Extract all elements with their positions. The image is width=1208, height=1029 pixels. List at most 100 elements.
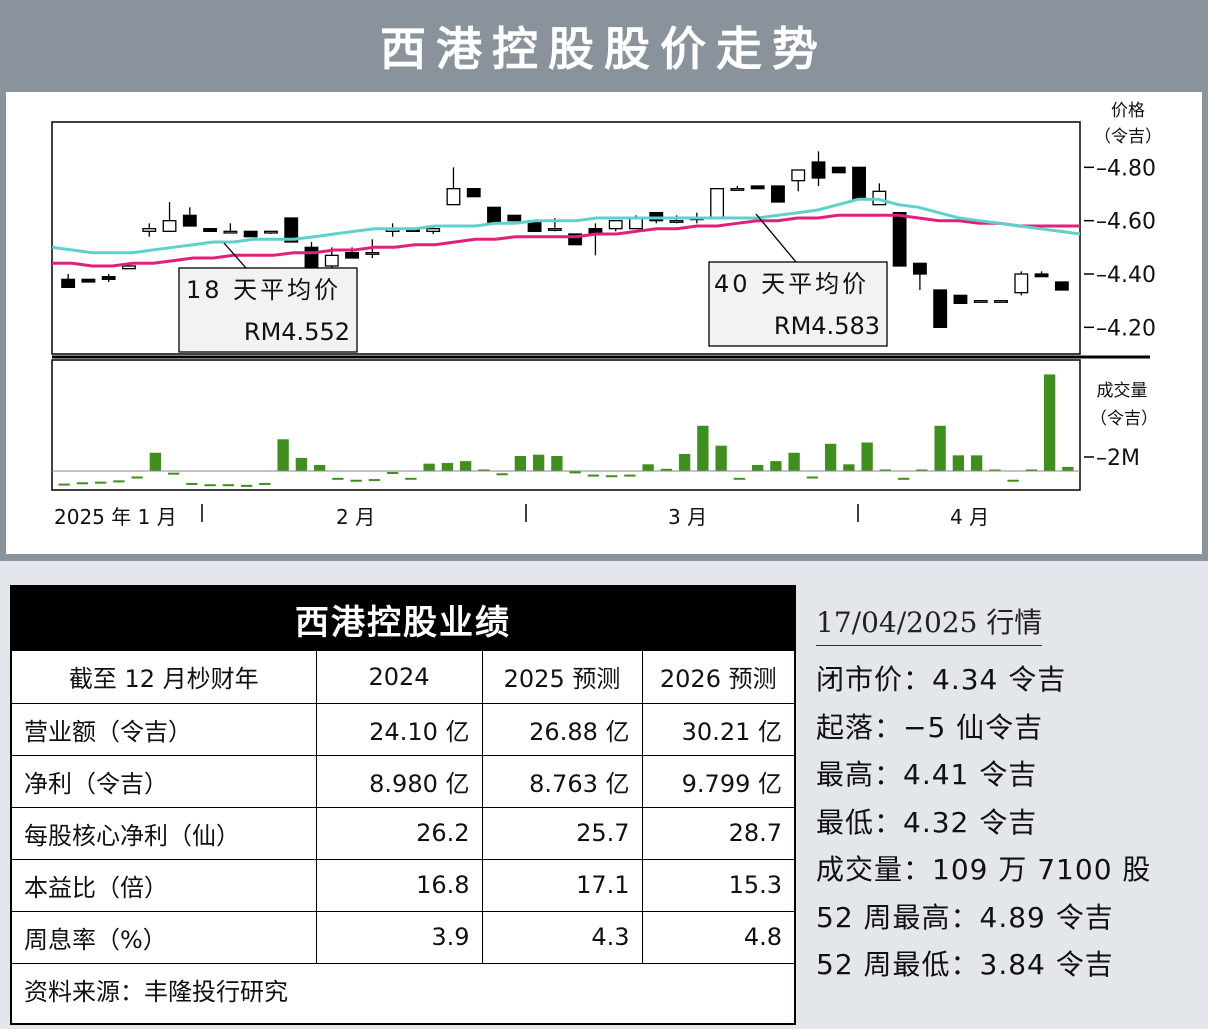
quote-52w-high: 52 周最高：4.89 令吉 — [816, 900, 1114, 934]
volume-bar — [770, 461, 782, 471]
volume-bar — [934, 425, 946, 471]
table-cell: 30.21 亿 — [641, 702, 794, 756]
quote-date: 17/04/2025 行情 — [816, 601, 1043, 646]
candle — [324, 254, 339, 267]
table-cell: 26.88 亿 — [481, 702, 643, 756]
column-header: 2025 预测 — [481, 651, 643, 704]
candle — [487, 206, 501, 224]
candle — [852, 166, 866, 200]
candle — [669, 220, 684, 223]
row-label: 每股核心净利（仙） — [12, 806, 317, 860]
volume-bar — [733, 477, 746, 480]
volume-bar — [678, 454, 691, 471]
page-title: 西港控股股价走势 — [380, 22, 828, 76]
table-cell: 8.763 亿 — [481, 754, 643, 808]
volume-bar — [897, 477, 910, 480]
volume-bar — [587, 474, 600, 477]
volume-bar — [350, 479, 362, 482]
title-bar: 西港控股股价走势 — [0, 0, 1208, 92]
table-title: 西港控股业绩 — [12, 587, 794, 651]
candle — [122, 265, 136, 270]
source-note: 资料来源：丰隆投行研究 — [12, 962, 794, 1015]
candle — [284, 217, 299, 243]
table-row: 每股核心净利（仙） 26.2 25.7 28.7 — [12, 806, 794, 860]
candle — [547, 228, 562, 231]
volume-bar — [167, 472, 180, 475]
table-cell: 17.1 — [481, 858, 643, 912]
candle — [629, 217, 643, 230]
volume-axis-unit: （令吉） — [1090, 409, 1158, 429]
volume-bar — [970, 455, 983, 471]
volume-bar — [222, 484, 235, 487]
volume-bar — [916, 469, 928, 471]
table-header-row: 截至 12 月杪财年 2024 2025 预测 2026 预测 — [12, 651, 794, 704]
volume-bar — [824, 443, 837, 471]
volume-bar — [295, 457, 308, 471]
candle — [791, 169, 806, 182]
volume-bar — [459, 461, 472, 471]
candle — [142, 228, 157, 232]
price-axis-label: 价格 — [1111, 101, 1145, 121]
volume-bar — [551, 455, 563, 471]
volume-bar — [843, 464, 855, 471]
volume-bar — [277, 439, 289, 471]
candle — [345, 252, 359, 259]
volume-bar — [751, 464, 764, 471]
table-cell: 25.7 — [481, 806, 643, 860]
candle — [973, 300, 988, 303]
candle — [912, 262, 927, 275]
volume-bar — [624, 474, 636, 477]
volume-bar — [204, 484, 216, 487]
ma40-line — [52, 213, 1080, 268]
ma18-callout-box — [178, 267, 358, 353]
candle — [61, 278, 76, 288]
month-label: 2025 年 1 月 — [54, 505, 177, 529]
candle — [466, 188, 481, 198]
volume-tick-label: –2M — [1096, 446, 1140, 471]
volume-bar — [478, 469, 490, 471]
candle — [426, 228, 441, 232]
candle — [710, 188, 725, 219]
volume-bar — [441, 463, 454, 471]
volume-bar — [989, 469, 1001, 471]
volume-bar — [660, 468, 673, 471]
price-axis-unit: （令吉） — [1094, 127, 1162, 147]
quote-high: 最高：4.41 令吉 — [816, 758, 1038, 791]
candle — [750, 185, 765, 190]
candle — [365, 252, 380, 255]
table-row: 周息率（%） 3.9 4.3 4.8 — [12, 910, 794, 964]
table-cell: 24.10 亿 — [315, 702, 483, 756]
table-cell: 4.8 — [641, 910, 794, 964]
bottom-panel: 西港控股业绩 截至 12 月杪财年 2024 2025 预测 2026 预测 营… — [0, 561, 1208, 1029]
column-header: 2026 预测 — [641, 651, 794, 704]
volume-bar — [386, 472, 399, 475]
volume-bar — [952, 455, 965, 471]
row-label: 营业额（令吉） — [12, 702, 317, 756]
price-tick-label: –4.60 — [1096, 210, 1156, 235]
price-tick-label: –4.20 — [1096, 316, 1156, 341]
volume-bar — [715, 445, 727, 471]
table-row: 本益比（倍） 16.8 17.1 15.3 — [12, 858, 794, 912]
ma18-callout-label: 18 天平均价 — [186, 276, 341, 304]
volume-bar — [186, 482, 198, 485]
quote-change: 起落：−5 仙令吉 — [816, 710, 1044, 744]
volume-bar — [313, 464, 326, 471]
candle — [953, 294, 968, 304]
candle — [831, 166, 846, 174]
table-cell: 3.9 — [315, 910, 483, 964]
candle — [811, 161, 826, 179]
row-label: 周息率（%） — [12, 910, 317, 964]
volume-bar — [131, 476, 143, 479]
volume-bar — [240, 484, 253, 487]
table-cell: 16.8 — [315, 858, 483, 912]
candle — [892, 212, 907, 267]
candle — [162, 220, 177, 232]
volume-bar — [149, 452, 162, 471]
stock-chart: 价格 （令吉） –4.80 –4.60 –4.40 –4.20 成交量 （令吉） –2M 2025… — [51, 101, 1162, 529]
volume-bar — [569, 471, 581, 474]
ma40-callout-label: 40 天平均价 — [714, 270, 869, 298]
table-cell: 15.3 — [641, 858, 794, 912]
row-label: 净利（令吉） — [12, 754, 317, 808]
candle — [568, 233, 583, 246]
volume-bar — [697, 425, 709, 471]
